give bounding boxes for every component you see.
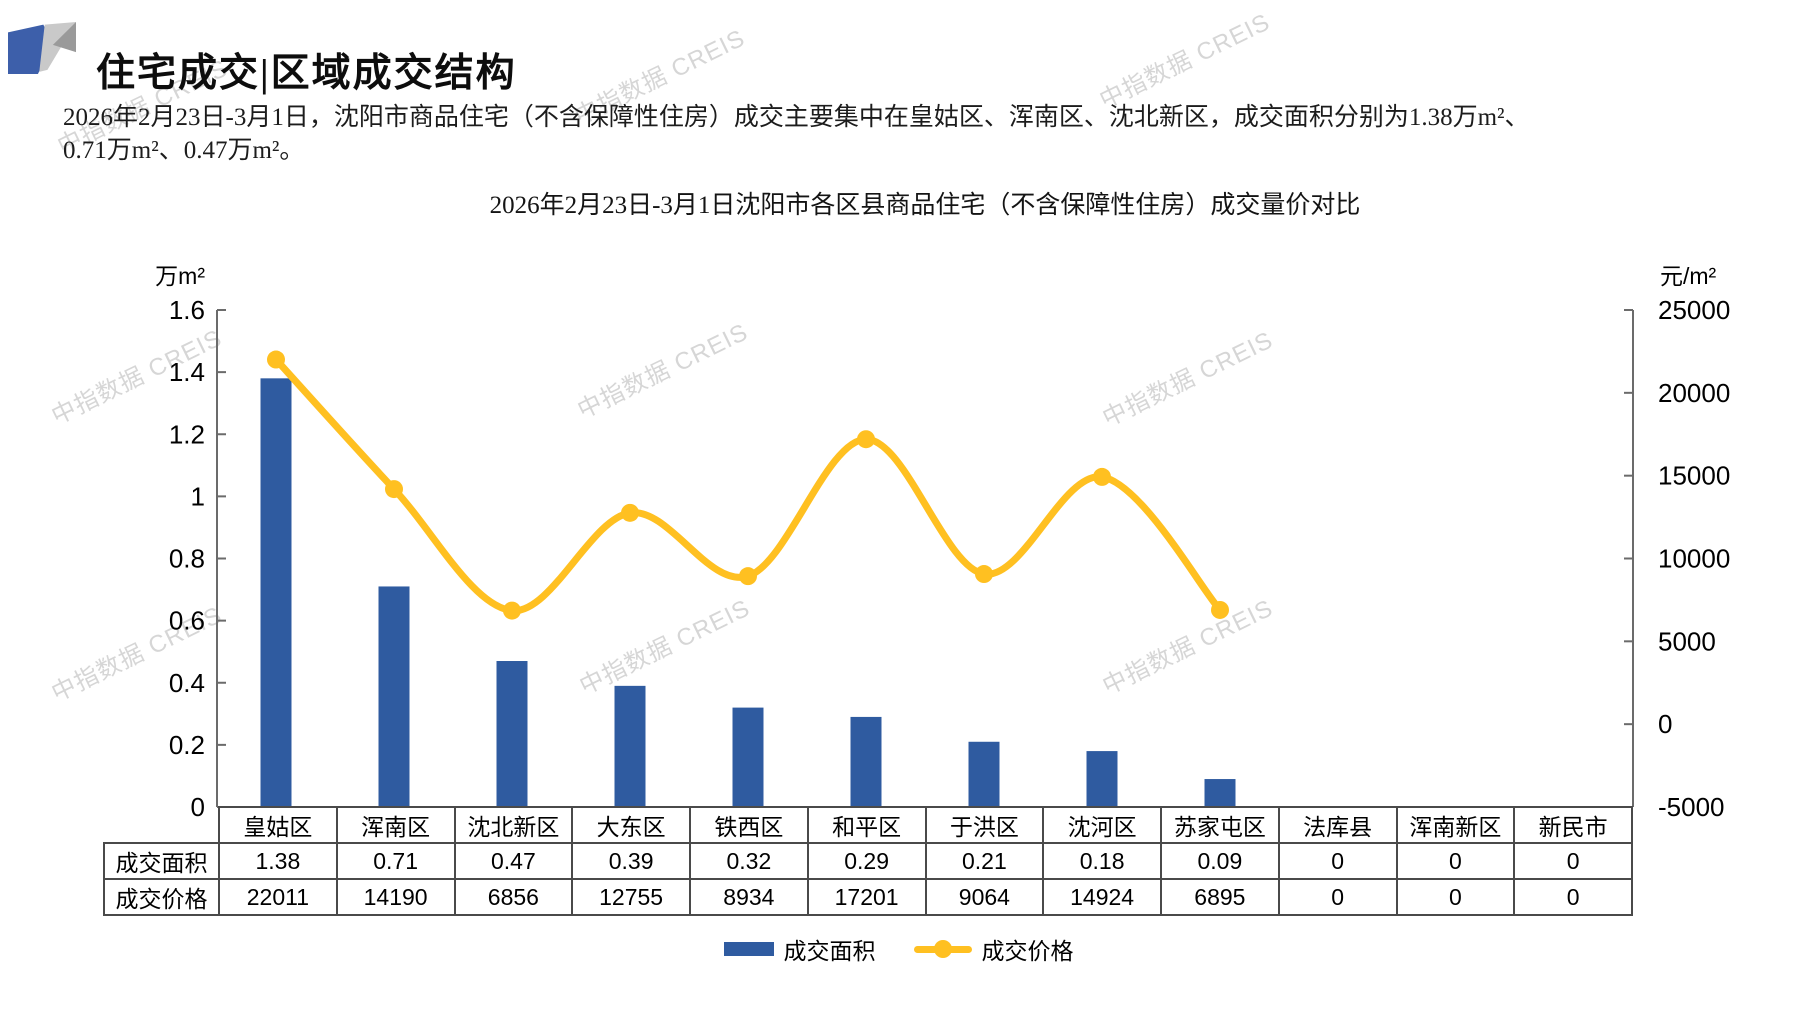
area-bar xyxy=(968,741,1000,807)
area-value-cell: 0.09 xyxy=(1160,842,1280,880)
area-value-cell: 0.18 xyxy=(1042,842,1162,880)
category-cell: 浑南新区 xyxy=(1395,806,1516,844)
area-value-cell: 0 xyxy=(1277,842,1398,880)
price-marker xyxy=(1211,600,1229,619)
right-tick-label: 25000 xyxy=(1658,295,1730,325)
table-corner-cell xyxy=(104,807,219,843)
price-value-cell: 12755 xyxy=(571,878,691,916)
price-value-cell: 14190 xyxy=(335,878,456,916)
price-value-cell: 0 xyxy=(1395,878,1516,916)
area-value-cell: 0.47 xyxy=(453,842,574,880)
category-cell: 大东区 xyxy=(571,806,691,844)
area-bar xyxy=(378,586,410,807)
area-value-cell: 0.29 xyxy=(806,842,927,880)
chart-title: 2026年2月23日-3月1日沈阳市各区县商品住宅（不含保障性住房）成交量价对比 xyxy=(489,192,1361,219)
price-value-cell: 6856 xyxy=(453,878,574,916)
price-marker xyxy=(621,503,639,522)
area-value-cell: 0.39 xyxy=(571,842,691,880)
summary-line-2: 0.71万m²、0.47万m²。 xyxy=(63,137,305,164)
price-value-cell: 14924 xyxy=(1042,878,1162,916)
price-value-cell: 22011 xyxy=(218,878,338,916)
right-tick-label: 15000 xyxy=(1658,461,1730,491)
area-bar xyxy=(850,716,882,807)
category-cell: 浑南区 xyxy=(335,806,456,844)
price-value-cell: 0 xyxy=(1277,878,1398,916)
left-tick-label: 1.4 xyxy=(169,357,205,387)
right-tick-label: 20000 xyxy=(1658,378,1730,408)
page-title: 住宅成交|区域成交结构 xyxy=(96,52,517,96)
price-value-cell: 17201 xyxy=(806,878,927,916)
area-bar xyxy=(1086,751,1118,807)
price-value-cell: 8934 xyxy=(689,878,809,916)
area-legend-label: 成交面积 xyxy=(783,939,876,964)
price-marker xyxy=(385,480,403,499)
area-value-cell: 0.32 xyxy=(689,842,809,880)
summary-line-1: 2026年2月23日-3月1日，沈阳市商品住宅（不含保障性住房）成交主要集中在皇… xyxy=(63,104,1530,131)
area-value-cell: 1.38 xyxy=(218,842,338,880)
price-marker xyxy=(975,565,993,584)
price-value-cell: 0 xyxy=(1513,878,1633,916)
area-bar xyxy=(732,707,764,807)
left-tick-label: 0.2 xyxy=(169,730,205,760)
area-bar xyxy=(614,685,646,807)
category-cell: 于洪区 xyxy=(924,806,1045,844)
left-tick-label: 0.8 xyxy=(169,544,205,574)
left-tick-label: 0.4 xyxy=(169,668,205,698)
category-cell: 新民市 xyxy=(1513,806,1633,844)
price-marker xyxy=(503,601,521,620)
price-legend-swatch xyxy=(913,939,972,959)
price-value-cell: 6895 xyxy=(1160,878,1280,916)
creis-logo xyxy=(8,22,76,74)
right-tick-label: 0 xyxy=(1658,709,1672,739)
area-value-cell: 0 xyxy=(1395,842,1516,880)
area-bar xyxy=(260,378,292,807)
right-tick-label: 5000 xyxy=(1658,626,1716,656)
legend-item-area: 成交面积 xyxy=(723,932,876,966)
area-value-cell: 0 xyxy=(1513,842,1633,880)
left-tick-label: 1.2 xyxy=(169,419,205,449)
right-axis-unit: 元/m² xyxy=(1660,263,1717,289)
price-marker xyxy=(739,567,757,586)
chart-data-table: 皇姑区 浑南区 沈北新区 大东区 铁西区 和平区 于洪区 沈河区 苏家屯区 法库县 浑南新区 新民市成… xyxy=(103,806,1633,916)
price-marker xyxy=(857,430,875,449)
category-cell: 沈河区 xyxy=(1042,806,1162,844)
price-row-label: 成交价格 xyxy=(103,878,220,916)
area-bar xyxy=(1204,779,1236,807)
area-bar xyxy=(496,661,528,807)
left-axis-unit: 万m² xyxy=(155,263,205,289)
price-value-cell: 9064 xyxy=(924,878,1045,916)
price-marker xyxy=(267,350,285,369)
area-value-cell: 0.21 xyxy=(924,842,1045,880)
right-tick-label: 10000 xyxy=(1658,544,1730,574)
left-tick-label: 1.6 xyxy=(169,295,205,325)
price-marker xyxy=(1093,467,1111,486)
left-tick-label: 1 xyxy=(191,481,205,511)
category-cell: 皇姑区 xyxy=(218,806,338,844)
left-tick-label: 0 xyxy=(191,792,205,822)
area-legend-swatch xyxy=(723,942,774,956)
category-cell: 铁西区 xyxy=(689,806,809,844)
category-cell: 沈北新区 xyxy=(453,806,574,844)
price-legend-label: 成交价格 xyxy=(981,939,1074,964)
summary-text: 2026年2月23日-3月1日，沈阳市商品住宅（不含保障性住房）成交主要集中在皇… xyxy=(63,101,1543,167)
legend-item-price: 成交价格 xyxy=(913,932,1074,966)
category-cell: 和平区 xyxy=(806,806,927,844)
area-value-cell: 0.71 xyxy=(335,842,456,880)
left-tick-label: 0.6 xyxy=(169,606,205,636)
category-cell: 苏家屯区 xyxy=(1160,806,1280,844)
category-cell: 法库县 xyxy=(1277,806,1398,844)
area-row-label: 成交面积 xyxy=(103,842,220,880)
chart-legend: 成交面积 成交价格 xyxy=(0,932,1797,966)
right-tick-label: -5000 xyxy=(1658,792,1725,822)
